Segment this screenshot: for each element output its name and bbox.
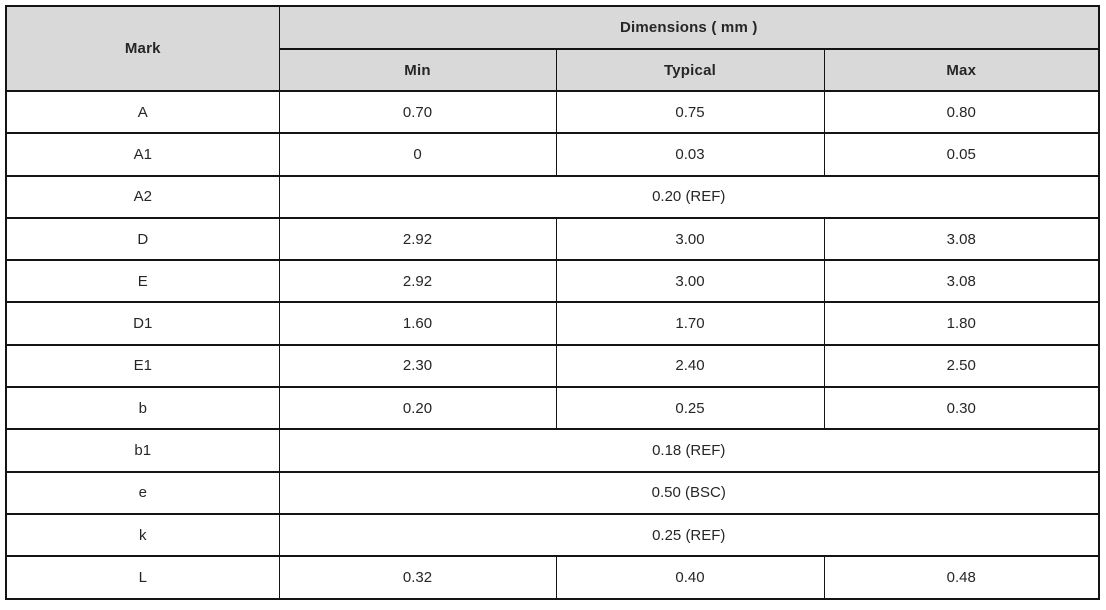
typical-cell: 0.75 [555, 89, 825, 135]
table-row: A 0.70 0.75 0.80 [5, 89, 1100, 135]
table-row: L 0.32 0.40 0.48 [5, 555, 1100, 600]
dimensions-table: Mark Dimensions ( mm ) Min Typical Max A… [5, 5, 1101, 600]
max-cell: 1.80 [823, 301, 1100, 346]
mark-cell: D1 [5, 301, 280, 346]
header-row-columns: Min Typical Max [6, 48, 1100, 92]
typical-cell: 0.03 [555, 132, 825, 177]
mark-header-cell: Mark [5, 5, 280, 92]
table-row: E1 2.30 2.40 2.50 [5, 343, 1100, 389]
table-row: k 0.25 (REF) [5, 512, 1100, 558]
dimensions-header-cell: Dimensions ( mm ) [278, 5, 1100, 50]
col-header-typical: Typical [555, 48, 825, 92]
table-header: Mark Dimensions ( mm ) Min Typical Max [5, 5, 1100, 92]
max-cell: 0.48 [823, 555, 1100, 600]
col-header-max: Max [823, 48, 1100, 92]
max-cell: 2.50 [823, 343, 1100, 389]
mark-cell: E1 [5, 343, 280, 389]
min-cell: 2.92 [278, 216, 557, 262]
span-value-cell: 0.18 (REF) [278, 428, 1100, 473]
mark-cell: A [5, 89, 280, 135]
table-row: e 0.50 (BSC) [5, 470, 1100, 515]
mark-cell: A1 [5, 132, 280, 177]
mark-cell: L [5, 555, 280, 600]
min-cell: 2.92 [278, 259, 557, 304]
min-cell: 2.30 [278, 343, 557, 389]
max-cell: 0.80 [823, 89, 1100, 135]
min-cell: 0.20 [278, 386, 557, 431]
typical-cell: 3.00 [555, 216, 825, 262]
table-row: E 2.92 3.00 3.08 [5, 259, 1100, 304]
mark-cell: A2 [5, 174, 280, 219]
table-row: b 0.20 0.25 0.30 [5, 386, 1100, 431]
col-header-min: Min [278, 48, 557, 92]
table-row: D1 1.60 1.70 1.80 [5, 301, 1100, 346]
max-cell: 3.08 [823, 216, 1100, 262]
span-value-cell: 0.25 (REF) [278, 512, 1100, 558]
typical-cell: 2.40 [555, 343, 825, 389]
mark-cell: b [5, 386, 280, 431]
typical-cell: 0.25 [555, 386, 825, 431]
table-row: D 2.92 3.00 3.08 [5, 216, 1100, 262]
mark-cell: E [5, 259, 280, 304]
typical-cell: 1.70 [555, 301, 825, 346]
span-value-cell: 0.50 (BSC) [278, 470, 1100, 515]
table-row: A2 0.20 (REF) [5, 174, 1100, 219]
table-row: b1 0.18 (REF) [5, 428, 1100, 473]
mark-cell: D [5, 216, 280, 262]
span-value-cell: 0.20 (REF) [278, 174, 1100, 219]
mark-cell: b1 [5, 428, 280, 473]
max-cell: 0.05 [823, 132, 1100, 177]
table-row: A1 0 0.03 0.05 [5, 132, 1100, 177]
min-cell: 0.70 [278, 89, 557, 135]
typical-cell: 3.00 [555, 259, 825, 304]
table-body: A 0.70 0.75 0.80 A1 0 0.03 0.05 A2 0.20 (REF) D 2.9… [5, 89, 1100, 600]
typical-cell: 0.40 [555, 555, 825, 600]
mark-cell: k [5, 512, 280, 558]
max-cell: 0.30 [823, 386, 1100, 431]
min-cell: 0.32 [278, 555, 557, 600]
header-row-dimensions: Mark Dimensions ( mm ) [5, 5, 1100, 92]
max-cell: 3.08 [823, 259, 1100, 304]
min-cell: 0 [278, 132, 557, 177]
min-cell: 1.60 [278, 301, 557, 346]
mark-cell: e [5, 470, 280, 515]
